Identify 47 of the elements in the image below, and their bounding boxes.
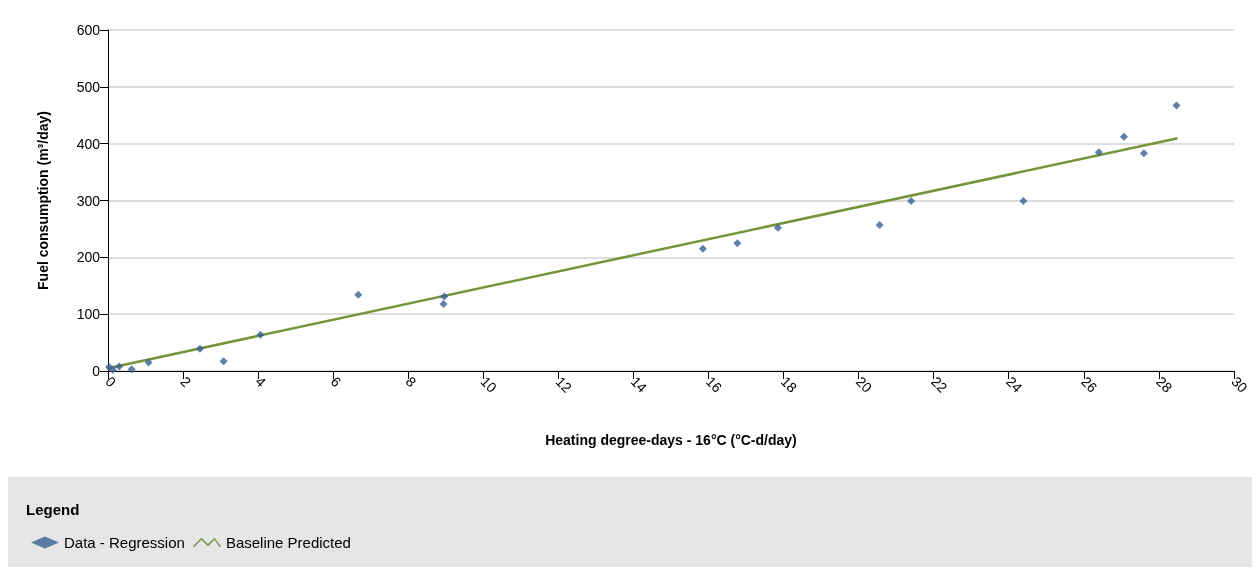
x-tick-label: 20 xyxy=(852,373,876,396)
x-tick-label: 26 xyxy=(1078,373,1101,396)
point xyxy=(733,239,742,248)
x-tick-label: 16 xyxy=(702,373,726,396)
x-tick-label: 0 xyxy=(102,373,120,391)
point xyxy=(127,365,136,374)
x-tick-label: 8 xyxy=(402,373,420,391)
point xyxy=(773,223,782,232)
point xyxy=(1172,101,1181,110)
x-axis-title: Heating degree-days - 16°C (°C-d/day) xyxy=(545,432,797,448)
y-tick-label: 100 xyxy=(76,306,101,323)
point xyxy=(907,197,916,206)
y-tick-label: 600 xyxy=(76,22,101,38)
y-tick-label: 500 xyxy=(76,78,101,95)
y-axis-title: Fuel consumption (m³/day) xyxy=(35,111,51,290)
x-tick-label: 12 xyxy=(552,373,576,396)
point xyxy=(698,244,707,253)
point xyxy=(440,292,449,301)
point xyxy=(439,299,448,308)
y-tick-label: 200 xyxy=(76,249,101,266)
point xyxy=(1119,132,1128,141)
x-tick-label: 2 xyxy=(177,373,195,391)
y-tick-label: 300 xyxy=(76,192,101,209)
point xyxy=(256,330,265,339)
x-tick-label: 4 xyxy=(252,373,270,391)
x-tick-label: 22 xyxy=(928,373,951,396)
x-tick-label: 14 xyxy=(627,373,651,396)
x-tick-label: 6 xyxy=(327,373,345,391)
point xyxy=(219,357,228,366)
y-tick-label: 0 xyxy=(92,363,101,379)
x-tick-label: 18 xyxy=(777,373,801,396)
y-tick-label: 400 xyxy=(76,135,101,152)
x-tick-label: 30 xyxy=(1228,373,1251,396)
x-tick-label: 24 xyxy=(1003,373,1026,396)
point xyxy=(1139,149,1148,158)
legend-label: Baseline Predicted xyxy=(225,534,351,551)
point xyxy=(1094,148,1103,157)
x-tick-label: 28 xyxy=(1153,373,1176,396)
x-tick-label: 10 xyxy=(477,373,501,396)
legend-title: Legend xyxy=(26,501,80,518)
point xyxy=(115,362,124,371)
point xyxy=(875,220,884,229)
legend-label: Data - Regression xyxy=(64,534,185,551)
point xyxy=(354,290,363,299)
point xyxy=(1019,197,1028,206)
point xyxy=(144,358,153,367)
point xyxy=(195,344,204,353)
